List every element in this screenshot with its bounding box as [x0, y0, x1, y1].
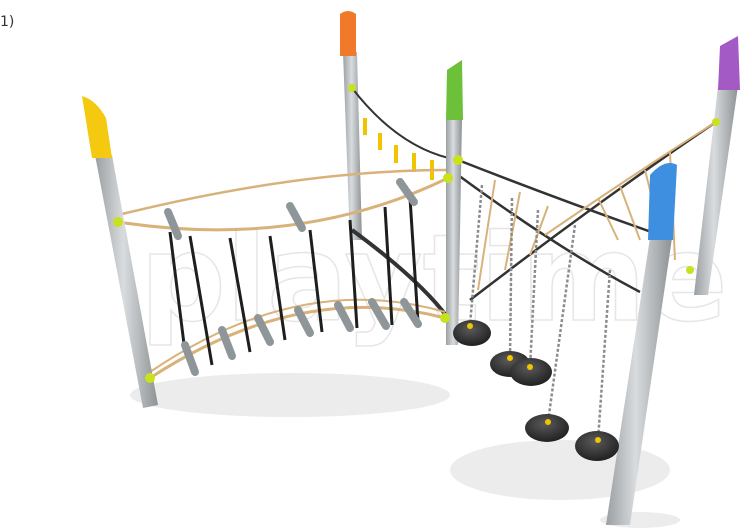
posts-front	[82, 60, 677, 525]
caption: 1)	[0, 14, 14, 30]
stepping-stones	[453, 184, 619, 461]
rope-bridge	[117, 168, 449, 380]
ropes-back	[350, 87, 717, 320]
connectors	[113, 84, 720, 383]
posts-back	[340, 11, 740, 295]
